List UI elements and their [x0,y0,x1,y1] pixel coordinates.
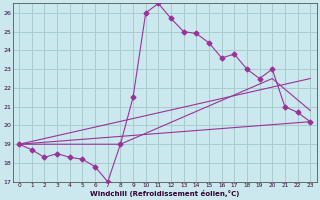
X-axis label: Windchill (Refroidissement éolien,°C): Windchill (Refroidissement éolien,°C) [90,190,239,197]
